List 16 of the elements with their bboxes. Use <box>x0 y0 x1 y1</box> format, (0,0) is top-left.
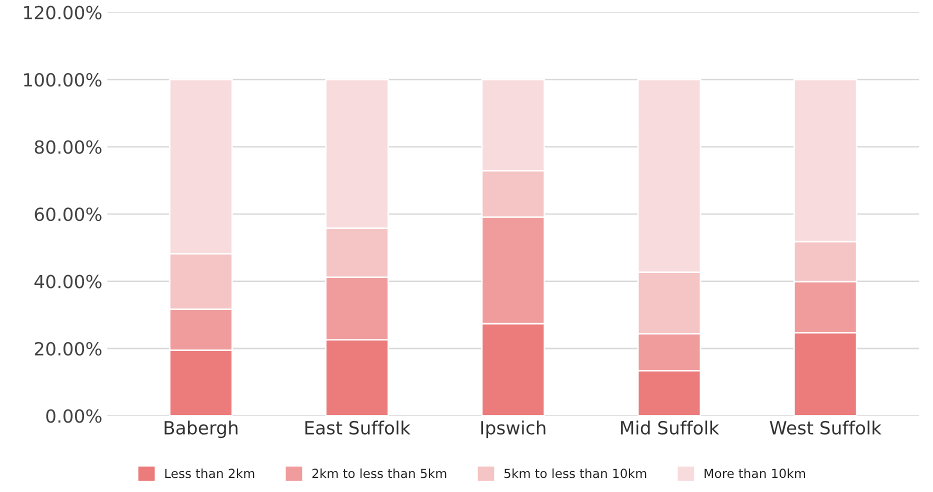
y-tick-label: 0.00% <box>46 409 102 423</box>
y-tick-label: 80.00% <box>34 140 102 154</box>
legend-label: 2km to less than 5km <box>312 468 446 478</box>
legend-label: Less than 2km <box>165 468 254 478</box>
y-tick-label: 120.00% <box>24 6 102 20</box>
x-tick-label: West Suffolk <box>770 420 882 435</box>
y-tick-label: 60.00% <box>34 207 102 222</box>
legend-label: More than 10km <box>704 468 806 478</box>
y-tick-label: 20.00% <box>34 342 102 356</box>
legend-label: 5km to less than 10km <box>504 468 646 478</box>
x-tick-label: Babergh <box>164 420 238 438</box>
x-tick-label: Ipswich <box>481 420 546 438</box>
x-tick-label: East Suffolk <box>305 420 410 435</box>
x-tick-label: Mid Suffolk <box>621 420 720 435</box>
y-tick-label: 100.00% <box>24 73 102 87</box>
y-tick-label: 40.00% <box>34 274 102 288</box>
